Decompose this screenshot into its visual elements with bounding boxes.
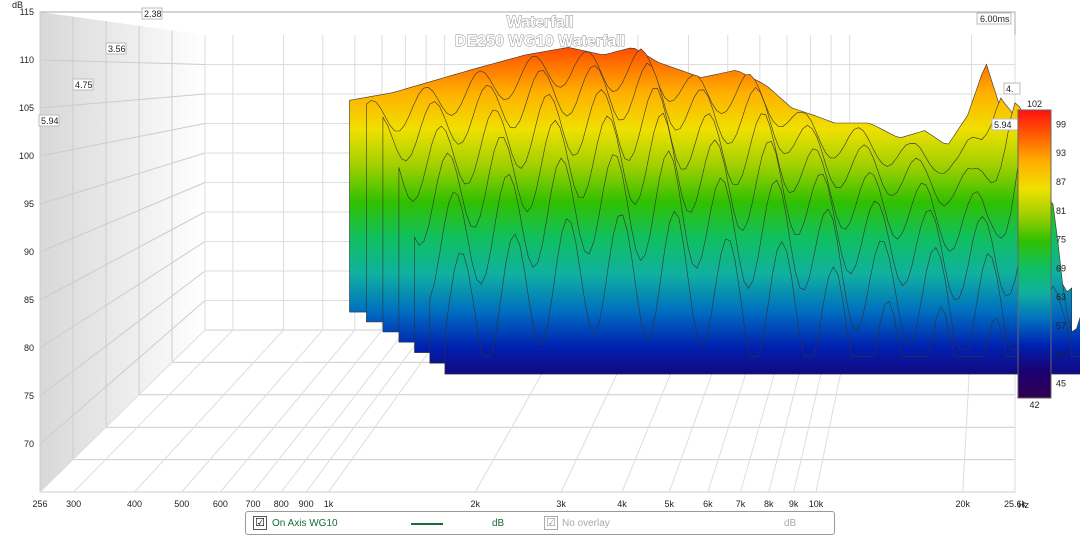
freq-grid-line (73, 329, 234, 493)
x-tick-label: 6k (703, 499, 713, 509)
freq-grid-line (328, 329, 446, 493)
colorbar-tick-label: 99 (1056, 119, 1066, 129)
x-tick-label: 2k (470, 499, 480, 509)
db-grid-line (39, 270, 206, 397)
time-label: 4.75 (75, 80, 93, 90)
colorbar-tick-label: 87 (1056, 177, 1066, 187)
colorbar-tick-label: 57 (1056, 321, 1066, 331)
y-tick-label: 110 (20, 55, 34, 65)
x-tick-label: 25.6k (1004, 499, 1027, 509)
x-tick-label: 8k (764, 499, 774, 509)
chart-title: Waterfall (507, 14, 574, 31)
x-tick-label: 300 (66, 499, 81, 509)
series-name: On Axis WG10 (272, 518, 338, 529)
db-grid-line (39, 182, 206, 253)
colorbar-tick-label: 42 (1029, 400, 1039, 410)
y-tick-label: 80 (24, 343, 34, 353)
colorbar-tick-label: 51 (1056, 350, 1066, 360)
y-tick-label: 115 (20, 7, 34, 17)
time-label-box (38, 114, 60, 127)
x-tick-label: 700 (245, 499, 260, 509)
db-grid-line (39, 211, 206, 301)
colorbar-scale (1017, 109, 1052, 399)
x-tick-label: 7k (736, 499, 746, 509)
colorbar-tick-label: 102 (1027, 99, 1042, 109)
x-tick-label: 9k (789, 499, 799, 509)
colorbar-tick-label: 63 (1056, 292, 1066, 302)
x-tick-label: 1k (324, 499, 334, 509)
db-grid-line (39, 59, 206, 65)
db-grid-line (39, 241, 206, 349)
time-label-box (1003, 82, 1021, 95)
freq-grid-line (181, 329, 324, 493)
x-tick-label: 10k (809, 499, 824, 509)
chart-subtitle: DE250 WG10 Waterfall (455, 33, 625, 50)
overlay-unit: dB (784, 518, 797, 529)
y-tick-label: 85 (24, 295, 34, 305)
y-tick-label: 70 (24, 439, 34, 449)
time-max-label: 6.00ms (980, 14, 1010, 24)
right-time-label: 4. (1006, 84, 1014, 94)
overlay-checkbox[interactable]: ☑ (544, 516, 558, 530)
overlay-name: No overlay (562, 518, 610, 529)
waterfall-slice (429, 150, 1080, 364)
time-max-box (976, 12, 1012, 25)
waterfall-slice (444, 210, 1080, 375)
x-tick-label: 20k (955, 499, 970, 509)
y-unit-label: dB (12, 0, 23, 10)
x-tick-label: 400 (127, 499, 142, 509)
series-unit: dB (492, 518, 505, 529)
time-label-box (72, 78, 94, 91)
colorbar: 102 99 93 87 81 75 69 63 57 51 45 42 (1017, 99, 1066, 410)
series-line-swatch (411, 523, 443, 525)
colorbar-tick-label: 75 (1056, 235, 1066, 245)
x-unit-label: Hz (1018, 500, 1029, 510)
x-tick-label: 256 (32, 499, 47, 509)
legend-bar: ☑ On Axis WG10 dB ☑ No overlay dB (245, 511, 835, 535)
y-tick-label: 95 (24, 199, 34, 209)
x-tick-label: 3k (556, 499, 566, 509)
right-time-label: 5.94 (994, 120, 1012, 130)
y-axis-ticks: 115 110 105 100 95 90 85 80 75 70 (19, 7, 34, 449)
y-tick-label: 75 (24, 391, 34, 401)
colorbar-tick-label: 45 (1056, 379, 1066, 389)
db-grid-line (39, 123, 206, 157)
colorbar-tick-label: 93 (1056, 148, 1066, 158)
freq-grid-line (219, 329, 356, 493)
waterfall-slices (349, 47, 1080, 375)
colorbar-tick-label: 81 (1056, 206, 1066, 216)
x-tick-label: 500 (174, 499, 189, 509)
db-grid-line (39, 93, 206, 109)
time-label: 2.38 (144, 9, 162, 19)
x-tick-label: 800 (274, 499, 289, 509)
freq-grid-line (252, 329, 383, 493)
series-checkbox[interactable]: ☑ (253, 516, 267, 530)
x-tick-label: 900 (299, 499, 314, 509)
time-label-box (141, 7, 163, 20)
x-tick-label: 4k (617, 499, 627, 509)
y-tick-label: 90 (24, 247, 34, 257)
colorbar-tick-label: 69 (1056, 263, 1066, 273)
time-label-box (105, 42, 127, 55)
freq-grid-line (39, 329, 206, 493)
freq-grid-line (280, 329, 406, 493)
x-tick-label: 5k (664, 499, 674, 509)
db-grid-line (39, 300, 206, 445)
freq-grid-line (305, 329, 427, 493)
time-label: 5.94 (41, 116, 59, 126)
y-tick-label: 105 (19, 103, 34, 113)
x-axis-ticks: 256 300 400 500 600 700 800 900 1k 2k 3k 4k 5k 6k 7k 8k… (32, 499, 1026, 509)
x-tick-label: 600 (213, 499, 228, 509)
db-grid-line (39, 152, 206, 205)
freq-grid-line (134, 329, 284, 493)
time-label: 3.56 (108, 44, 126, 54)
y-tick-label: 100 (19, 151, 34, 161)
